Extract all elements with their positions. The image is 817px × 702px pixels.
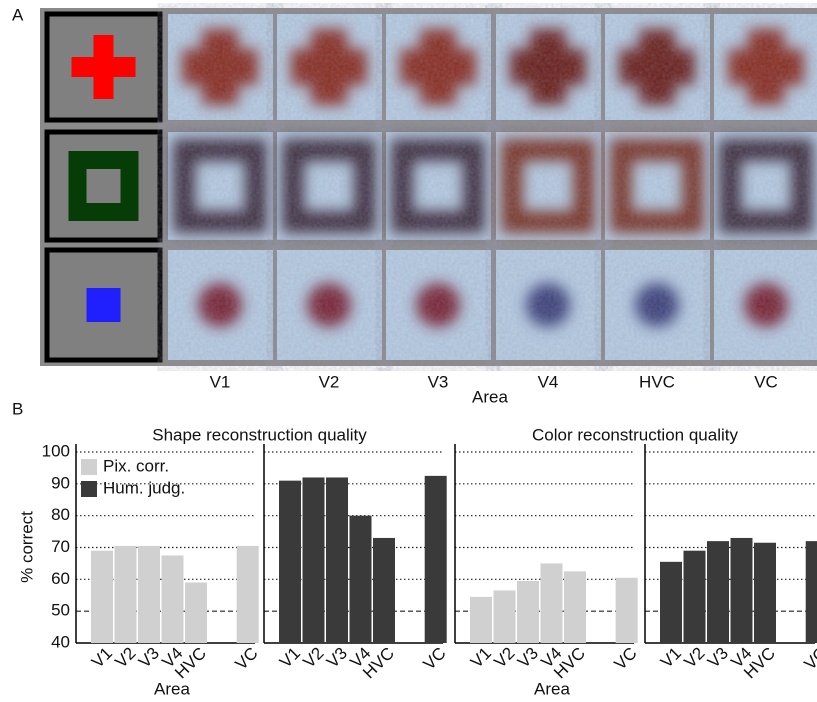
bar	[754, 543, 776, 643]
page: A B % correct Area V1 V2 V3 V4 HVC VC 40 50 60 70…	[0, 0, 817, 702]
bar	[350, 516, 372, 643]
panel-label: B	[12, 399, 23, 418]
legend-swatch	[81, 481, 97, 497]
y-tick-label: 80	[51, 505, 70, 524]
legend-swatch	[81, 459, 97, 475]
reconstruction-noise	[496, 250, 601, 360]
bar	[303, 477, 325, 643]
bar	[660, 562, 682, 643]
bar	[185, 583, 207, 643]
y-axis-label: % correct	[17, 511, 36, 583]
bar	[541, 563, 563, 643]
reconstruction-noise	[605, 132, 710, 240]
column-label: V4	[538, 372, 559, 391]
column-label: HVC	[639, 372, 675, 391]
bar	[162, 555, 184, 643]
bar	[616, 578, 638, 643]
figure: A B % correct Area V1 V2 V3 V4 HVC VC 40 50 60 70…	[0, 0, 817, 702]
bar	[425, 476, 447, 643]
bar	[115, 546, 137, 643]
legend-label: Pix. corr.	[103, 456, 169, 475]
reconstruction-noise	[168, 132, 273, 240]
column-label: V2	[319, 372, 340, 391]
reconstruction-noise	[168, 14, 273, 120]
x-axis-label: Area	[154, 679, 190, 698]
reconstruction-noise	[496, 14, 601, 120]
reconstruction-noise	[714, 132, 817, 240]
bar	[806, 541, 817, 643]
y-tick-label: 60	[51, 569, 70, 588]
reconstruction-noise	[277, 250, 382, 360]
reconstruction-noise	[714, 250, 817, 360]
bar	[517, 581, 539, 643]
bar	[564, 571, 586, 643]
x-tick-label: VC	[801, 644, 817, 674]
bar	[237, 546, 259, 643]
reconstruction-noise	[605, 14, 710, 120]
x-axis-label: Area	[534, 679, 570, 698]
bar	[326, 477, 348, 643]
bar	[138, 546, 160, 643]
y-tick-label: 50	[51, 601, 70, 620]
stimulus-shape	[87, 288, 121, 322]
reconstruction-noise	[386, 132, 491, 240]
stimulus-shape	[94, 35, 114, 99]
x-tick-label: VC	[232, 644, 262, 674]
y-tick-label: 90	[51, 473, 70, 492]
chart-title: Color reconstruction quality	[532, 425, 738, 444]
reconstruction-noise	[386, 14, 491, 120]
reconstruction-noise	[277, 14, 382, 120]
y-tick-label: 70	[51, 537, 70, 556]
y-tick-label: 40	[51, 632, 70, 651]
x-tick-label: VC	[611, 644, 641, 674]
bar	[470, 597, 492, 643]
chart-title: Shape reconstruction quality	[152, 425, 367, 444]
column-label: V1	[210, 372, 231, 391]
bar	[91, 551, 113, 643]
stimulus-shape	[87, 169, 121, 203]
bar	[707, 541, 729, 643]
panel-label: A	[12, 5, 24, 24]
y-tick-label: 100	[42, 441, 70, 460]
bar	[494, 590, 516, 643]
reconstruction-noise	[168, 250, 273, 360]
reconstruction-noise	[386, 250, 491, 360]
bar	[731, 538, 753, 643]
bar	[373, 538, 395, 643]
reconstruction-noise	[277, 132, 382, 240]
reconstruction-noise	[605, 250, 710, 360]
column-label: VC	[754, 372, 778, 391]
x-tick-label: VC	[420, 644, 450, 674]
reconstruction-noise	[496, 132, 601, 240]
x-axis-label: Area	[472, 387, 508, 406]
reconstruction-noise	[714, 14, 817, 120]
column-label: V3	[428, 372, 449, 391]
bar	[279, 481, 301, 643]
legend-label: Hum. judg.	[103, 478, 185, 497]
bar	[684, 551, 706, 643]
